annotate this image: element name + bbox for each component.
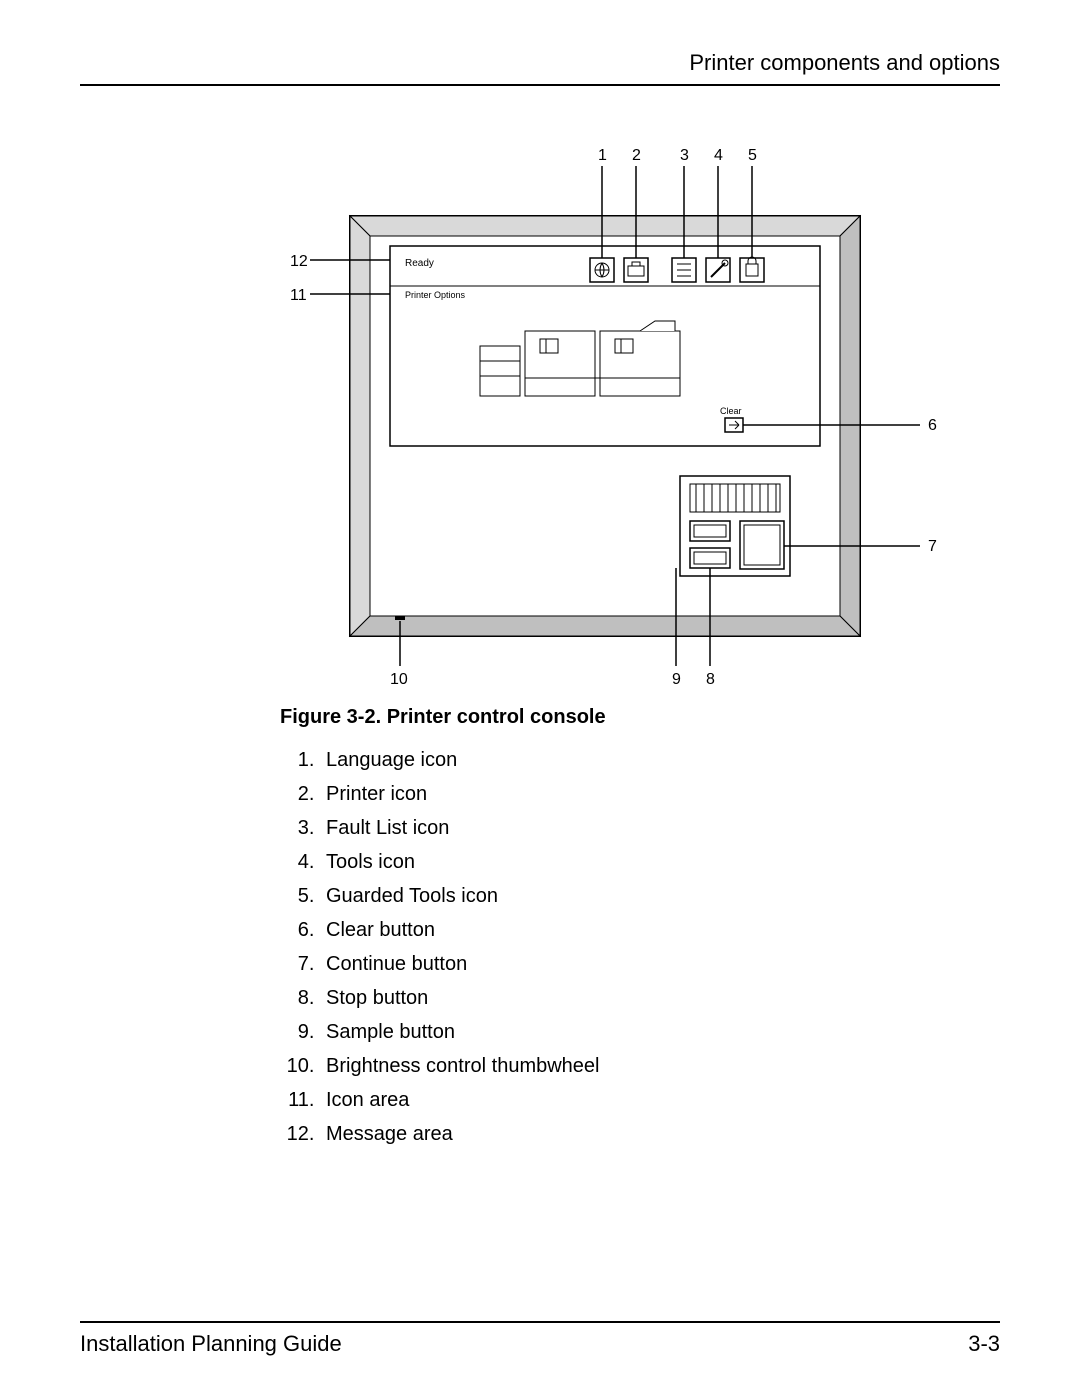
- callout-1: 1: [598, 147, 607, 164]
- legend-item: Clear button: [320, 913, 960, 947]
- header-title: Printer components and options: [689, 50, 1000, 75]
- ready-label: Ready: [405, 258, 434, 269]
- callout-5: 5: [748, 147, 757, 164]
- legend-item: Fault List icon: [320, 811, 960, 845]
- legend-item: Language icon: [320, 743, 960, 777]
- callout-4: 4: [714, 147, 723, 164]
- legend-item: Stop button: [320, 981, 960, 1015]
- stop-button-icon: [690, 548, 730, 568]
- sample-button-icon: [690, 521, 730, 541]
- footer-right: 3-3: [968, 1331, 1000, 1357]
- guarded-tools-icon: [740, 257, 764, 282]
- language-icon: [590, 258, 614, 282]
- legend-item: Tools icon: [320, 845, 960, 879]
- page-footer: Installation Planning Guide 3-3: [80, 1321, 1000, 1357]
- legend-item: Sample button: [320, 1015, 960, 1049]
- printer-icon: [624, 258, 648, 282]
- figure-legend: Language icon Printer icon Fault List ic…: [280, 743, 960, 1151]
- clear-button-icon: [725, 418, 743, 432]
- document-page: Printer components and options Ready: [0, 0, 1080, 1397]
- clear-label: Clear: [720, 406, 742, 416]
- footer-left: Installation Planning Guide: [80, 1331, 342, 1357]
- page-header: Printer components and options: [80, 50, 1000, 86]
- legend-item: Brightness control thumbwheel: [320, 1049, 960, 1083]
- callout-8: 8: [706, 671, 715, 686]
- legend-item: Icon area: [320, 1083, 960, 1117]
- callout-2: 2: [632, 147, 641, 164]
- legend-item: Printer icon: [320, 777, 960, 811]
- legend-item: Message area: [320, 1117, 960, 1151]
- callout-9: 9: [672, 671, 681, 686]
- figure: Ready Printer Options: [280, 146, 960, 1151]
- legend-item: Continue button: [320, 947, 960, 981]
- callout-11: 11: [290, 287, 307, 304]
- printer-console-diagram: Ready Printer Options: [280, 146, 960, 686]
- fault-list-icon: [672, 258, 696, 282]
- continue-button-icon: [740, 521, 784, 569]
- printer-options-label: Printer Options: [405, 290, 466, 300]
- callout-12: 12: [290, 253, 308, 270]
- speaker-grille: [690, 484, 780, 512]
- legend-item: Guarded Tools icon: [320, 879, 960, 913]
- figure-caption: Figure 3-2. Printer control console: [280, 706, 960, 729]
- callout-10: 10: [390, 671, 408, 686]
- callout-6: 6: [928, 417, 937, 434]
- callout-3: 3: [680, 147, 689, 164]
- callout-7: 7: [928, 538, 937, 555]
- tools-icon: [706, 258, 730, 282]
